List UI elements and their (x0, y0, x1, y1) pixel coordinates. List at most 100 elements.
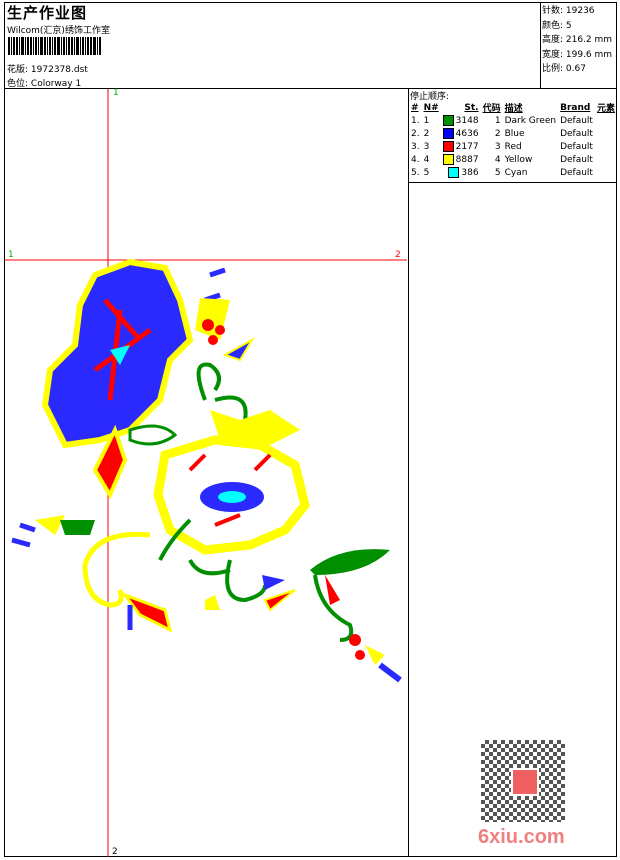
panel-divider (408, 88, 409, 857)
barcode-bar (80, 37, 81, 55)
color-swatch (442, 128, 454, 139)
barcode-bar (44, 37, 46, 55)
col-code: 代码 (482, 104, 501, 114)
barcode-bar (54, 37, 56, 55)
barcode-bar (66, 37, 67, 55)
design-width: 宽度: 199.6 mm (542, 49, 613, 60)
col-index: # (411, 102, 419, 113)
stitch-value: 2177 (455, 142, 479, 152)
row-brand: Default (560, 115, 593, 126)
row-code: 3 (494, 141, 501, 152)
watermark-text: 6xiu.com (478, 826, 565, 848)
sequence-row: 1. 1 3148 1 Dark Green Default (409, 114, 617, 127)
colorway-value: Colorway 1 (30, 79, 82, 89)
row-code: 5 (494, 167, 501, 178)
barcode-bar (19, 37, 20, 55)
row-index: 2. (411, 128, 420, 139)
row-description: Red (504, 141, 522, 152)
row-needle: 5 (423, 167, 430, 178)
barcode-bar (30, 37, 32, 55)
barcode-bar (33, 37, 34, 55)
qr-code (481, 740, 565, 822)
color-swatch (442, 115, 454, 126)
row-stitches: 4636 (441, 127, 481, 140)
stitch-value: 4636 (455, 129, 479, 139)
row-code: 2 (494, 128, 501, 139)
row-stitches: 3148 (441, 114, 481, 127)
color-swatch (442, 154, 454, 165)
stop-sequence-table: # N# St. 代码 描述 Brand 元素 1. 1 3148 1 Dark… (409, 101, 617, 179)
stitch-value: 386 (461, 168, 479, 178)
stats-divider (540, 2, 541, 88)
barcode-bar (13, 37, 15, 55)
sequence-bottom-line (408, 182, 617, 183)
row-brand: Default (560, 128, 593, 139)
design-file: 花版: 1972378.dst (7, 62, 88, 75)
row-brand: Default (560, 167, 593, 178)
sheet-frame (4, 2, 617, 857)
design-height: 高度: 216.2 mm (542, 35, 613, 46)
row-needle: 4 (423, 154, 430, 165)
barcode-bar (38, 37, 39, 55)
marker-left: 1 (8, 250, 14, 260)
barcode-bar (97, 37, 98, 55)
barcode-bar (49, 37, 51, 55)
barcode-bar (11, 37, 12, 55)
colorway: 色位: Colorway 1 (7, 76, 81, 89)
marker-top: 1 (113, 88, 119, 98)
barcode-bar (35, 37, 37, 55)
header-divider (4, 88, 617, 89)
barcode-bar (82, 37, 84, 55)
stitch-count: 针数: 19236 (542, 6, 595, 16)
sequence-row: 4. 4 8887 4 Yellow Default (409, 153, 617, 166)
row-index: 5. (411, 167, 420, 178)
col-description: 描述 (504, 104, 523, 114)
row-description: Yellow (504, 154, 533, 165)
col-needle: N# (423, 102, 439, 113)
sequence-row: 3. 3 2177 3 Red Default (409, 140, 617, 153)
row-needle: 3 (423, 141, 430, 152)
barcode-bar (90, 37, 92, 55)
sequence-row: 2. 2 4636 2 Blue Default (409, 127, 617, 140)
row-description: Dark Green (504, 115, 557, 126)
studio-name: Wilcom(汇京)绣饰工作室 (7, 26, 110, 36)
row-index: 4. (411, 154, 420, 165)
barcode-bar (52, 37, 53, 55)
color-count: 颜色: 5 (542, 20, 572, 31)
row-description: Cyan (504, 167, 528, 178)
row-index: 1. (411, 115, 420, 126)
barcode-bar (16, 37, 18, 55)
barcode-bar (63, 37, 65, 55)
barcode-bar (93, 37, 96, 55)
stop-sequence-title: 停止顺序: (410, 92, 450, 102)
barcode-bar (27, 37, 29, 55)
color-swatch (442, 141, 454, 152)
row-index: 3. (411, 141, 420, 152)
color-swatch (448, 167, 460, 178)
barcode-bar (74, 37, 75, 55)
row-code: 1 (494, 115, 501, 126)
row-description: Blue (504, 128, 525, 139)
barcode-bar (57, 37, 60, 55)
col-element: 元素 (596, 104, 615, 114)
marker-right: 2 (395, 250, 401, 260)
design-value: 1972378.dst (30, 65, 88, 75)
stitch-value: 8887 (455, 155, 479, 165)
embroidery-design (11, 258, 402, 683)
stitch-value: 3148 (455, 116, 479, 126)
barcode-bar (87, 37, 89, 55)
barcode-bar (76, 37, 79, 55)
barcode-bar (68, 37, 70, 55)
marker-bottom: 2 (112, 847, 118, 857)
barcode-bar (85, 37, 86, 55)
barcode-bar (25, 37, 26, 55)
barcode-bar (71, 37, 73, 55)
row-stitches: 8887 (441, 153, 481, 166)
barcode-bar (47, 37, 48, 55)
barcode-bar (40, 37, 43, 55)
barcode-bar (99, 37, 101, 55)
seal-icon (511, 768, 539, 796)
row-stitches: 2177 (441, 140, 481, 153)
barcode-bar (8, 37, 10, 55)
